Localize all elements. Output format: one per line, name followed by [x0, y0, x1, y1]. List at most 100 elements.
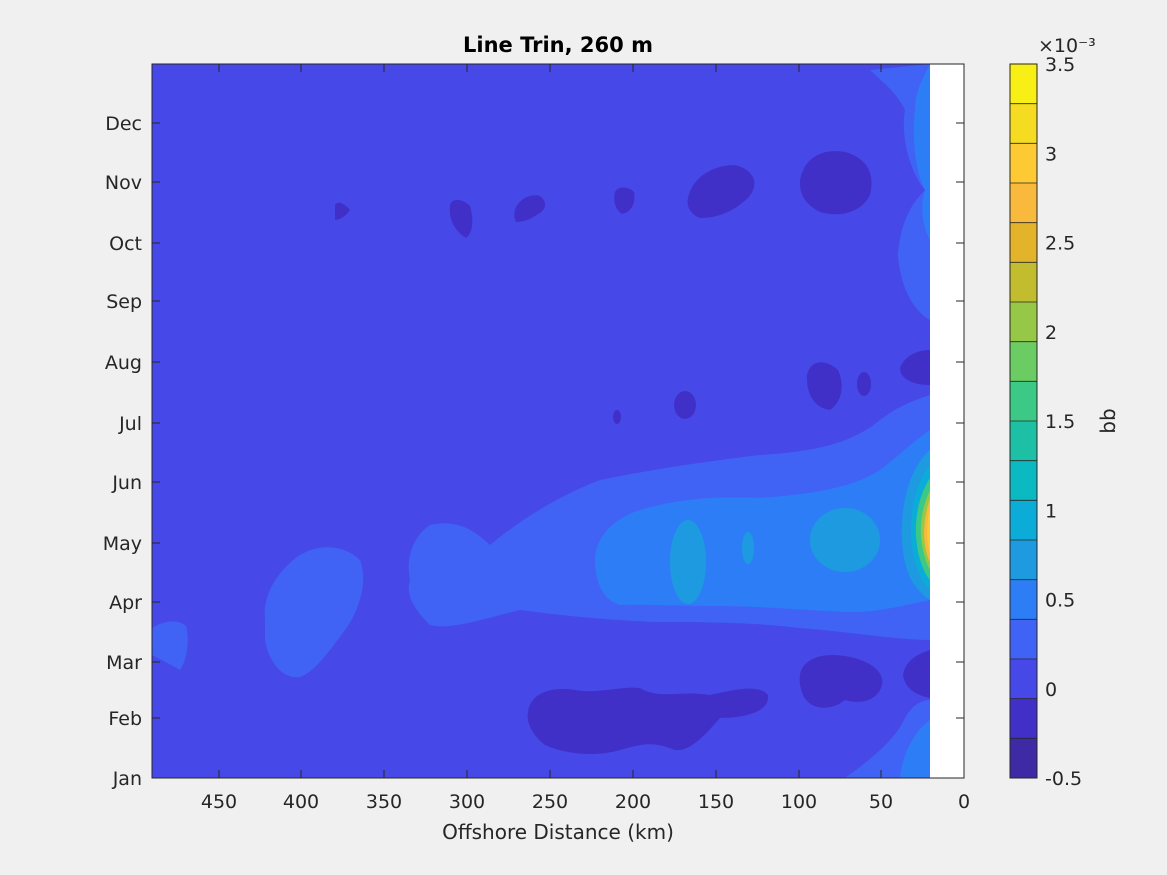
y-tick-label: May	[103, 533, 142, 555]
y-tick: Feb	[108, 708, 964, 730]
colorbar-tick-label: 1	[1045, 500, 1057, 522]
y-tick-label: Mar	[106, 652, 142, 674]
chart-title: Line Trin, 260 m	[463, 33, 653, 57]
contour-fill	[152, 64, 930, 778]
plot-box	[151, 63, 965, 779]
y-tick-label: Aug	[105, 352, 142, 374]
x-tick-label: 0	[958, 791, 970, 813]
y-tick: Mar	[106, 652, 964, 674]
colorbar-box	[1009, 63, 1038, 779]
y-tick-label: Oct	[109, 233, 142, 255]
colorbar: -0.5 0 0.5 1 1.5 2 2.5 3 3.5 ×10⁻³ bb	[1009, 35, 1120, 790]
y-tick-label: Jun	[111, 472, 142, 494]
colorbar-band	[1010, 302, 1037, 343]
colorbar-band	[1010, 500, 1037, 541]
x-tick: 300	[449, 64, 485, 813]
colorbar-band	[1010, 579, 1037, 620]
colorbar-exponent: ×10⁻³	[1038, 35, 1096, 57]
x-tick: 400	[283, 64, 319, 813]
y-axis: Jan Feb Mar Apr May Jun Jul Aug Sep Oct …	[103, 113, 964, 790]
colorbar-tick-label: 0.5	[1045, 590, 1075, 612]
neg-patch-nov-c	[614, 187, 635, 214]
contour-level-0p25-c	[152, 621, 188, 670]
y-tick: Aug	[105, 352, 964, 374]
x-tick-label: 100	[781, 791, 817, 813]
x-tick: 250	[532, 64, 568, 813]
colorbar-band	[1010, 183, 1037, 224]
colorbar-band	[1010, 381, 1037, 422]
plot-area	[151, 63, 965, 779]
colorbar-tick-label: 1.5	[1045, 411, 1075, 433]
y-tick: Jun	[111, 472, 964, 494]
y-tick: Sep	[106, 291, 964, 313]
neg-patch-aug-coast	[900, 350, 930, 385]
y-tick-label: Apr	[109, 592, 142, 614]
colorbar-tick-label: 0	[1045, 679, 1057, 701]
colorbar-band	[1010, 540, 1037, 581]
x-tick: 350	[366, 64, 402, 813]
colorbar-band	[1010, 103, 1037, 144]
neg-patch-aug	[806, 362, 842, 410]
colorbar-band	[1010, 341, 1037, 382]
x-tick: 50	[869, 64, 893, 813]
colorbar-tick-label: 2.5	[1045, 233, 1075, 255]
colorbar-band	[1010, 619, 1037, 660]
x-axis-label: Offshore Distance (km)	[442, 820, 674, 844]
neg-patch-aug-b	[857, 372, 871, 396]
y-tick: May	[103, 533, 964, 555]
contour-level-0p75-c	[810, 508, 880, 572]
colorbar-tick-label: 3.5	[1045, 54, 1075, 76]
x-tick-label: 350	[366, 791, 402, 813]
colorbar-band	[1010, 659, 1037, 700]
y-tick: Dec	[105, 113, 964, 135]
x-tick-label: 300	[449, 791, 485, 813]
x-tick: 0	[958, 791, 970, 813]
colorbar-band	[1010, 262, 1037, 303]
x-axis: 450 400 350 300 250 200 150 100	[201, 64, 970, 844]
x-tick-label: 450	[201, 791, 237, 813]
y-tick-label: Jul	[118, 413, 142, 435]
y-tick: Oct	[109, 233, 964, 255]
contour-level-0p5-c	[900, 720, 930, 778]
y-tick-label: Feb	[108, 708, 142, 730]
neg-patch-nov-b	[799, 151, 872, 215]
colorbar-tick-label: 3	[1045, 143, 1057, 165]
neg-patch-oct-b	[514, 195, 546, 222]
y-tick: Jan	[112, 768, 964, 790]
colorbar-band	[1010, 460, 1037, 501]
x-tick: 150	[698, 64, 734, 813]
colorbar-bands	[1010, 64, 1037, 779]
x-tick-label: 250	[532, 791, 568, 813]
y-tick: Jul	[118, 413, 964, 435]
y-tick: Apr	[109, 592, 964, 614]
x-tick: 200	[615, 64, 651, 813]
contour-level-3p25	[927, 506, 930, 555]
x-tick-label: 400	[283, 791, 319, 813]
neg-patch-oct-c	[335, 202, 350, 220]
colorbar-band	[1010, 738, 1037, 779]
x-tick-label: 150	[698, 791, 734, 813]
contour-level-0p75-b	[742, 532, 754, 564]
y-tick-label: Sep	[106, 291, 142, 313]
contour-level-0p75	[670, 520, 706, 604]
y-tick-label: Nov	[105, 172, 142, 194]
x-tick-label: 200	[615, 791, 651, 813]
colorbar-band	[1010, 143, 1037, 184]
y-tick-label: Dec	[105, 113, 142, 135]
colorbar-label: bb	[1096, 408, 1120, 433]
neg-patch-jul	[674, 391, 696, 419]
contour-level-0p5-b	[913, 64, 930, 240]
neg-patch-mar-coast	[903, 650, 930, 698]
y-tick: Nov	[105, 172, 964, 194]
x-tick: 450	[201, 64, 237, 813]
contour-level-0p25-b	[264, 547, 364, 678]
colorbar-band	[1010, 64, 1037, 105]
x-tick: 100	[781, 64, 817, 813]
contour-level-neg	[335, 151, 930, 755]
colorbar-band	[1010, 421, 1037, 462]
neg-patch-oct	[449, 199, 473, 238]
neg-patch-jul-b	[613, 410, 621, 424]
y-tick-label: Jan	[112, 768, 142, 790]
colorbar-ticks: -0.5 0 0.5 1 1.5 2 2.5 3 3.5	[1045, 54, 1082, 790]
